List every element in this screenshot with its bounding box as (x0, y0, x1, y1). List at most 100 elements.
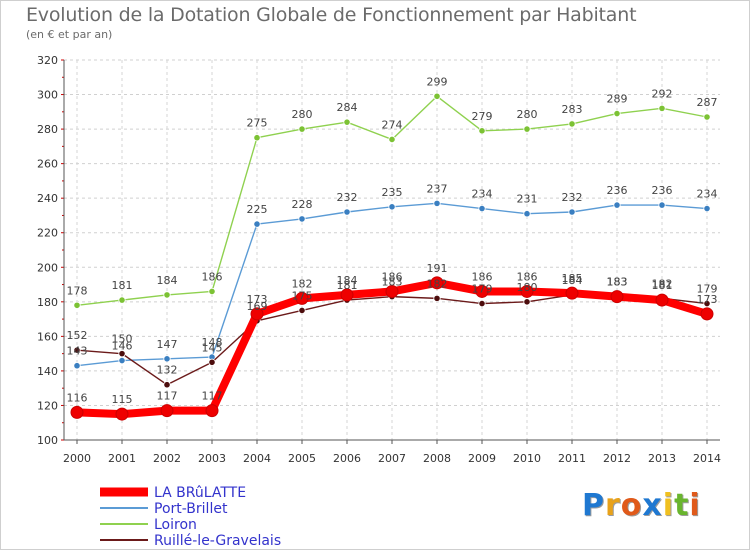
data-label: 280 (517, 108, 538, 121)
logo-letter: i (662, 488, 675, 523)
data-point (70, 405, 84, 419)
data-label: 287 (697, 96, 718, 109)
y-tick-label: 200 (37, 261, 58, 274)
data-label: 184 (562, 274, 583, 287)
data-label: 181 (337, 279, 358, 292)
data-point (658, 201, 666, 209)
x-tick-label: 2000 (63, 452, 91, 465)
data-point (565, 286, 579, 300)
data-point (163, 381, 171, 389)
data-label: 183 (607, 276, 628, 289)
data-point (523, 298, 531, 306)
data-point (703, 299, 711, 308)
data-point (295, 291, 309, 305)
data-label: 178 (67, 284, 88, 297)
logo-letter: P (582, 488, 605, 523)
data-label: 236 (607, 184, 628, 197)
data-point (523, 125, 531, 133)
y-tick-label: 280 (37, 123, 58, 136)
data-label: 117 (157, 390, 178, 403)
data-point (340, 288, 354, 302)
data-point (385, 284, 399, 298)
data-point (478, 127, 486, 135)
data-label: 186 (517, 270, 538, 283)
data-label: 169 (247, 300, 268, 313)
data-label: 284 (337, 101, 358, 114)
data-label: 145 (202, 341, 223, 354)
y-tick-label: 260 (37, 158, 58, 171)
data-label: 180 (517, 281, 538, 294)
data-label: 175 (292, 289, 313, 302)
legend-label: Ruillé-le-Gravelais (154, 533, 281, 549)
data-label: 179 (697, 283, 718, 296)
x-tick-label: 2013 (648, 452, 676, 465)
data-label: 279 (472, 110, 493, 123)
data-point (343, 208, 351, 216)
x-tick-label: 2009 (468, 452, 496, 465)
chart-title: Evolution de la Dotation Globale de Fonc… (26, 4, 637, 26)
legend: LA BRûLATTEPort-BrilletLoironRuillé-le-G… (100, 485, 281, 549)
x-tick-label: 2004 (243, 452, 271, 465)
data-point (208, 358, 216, 366)
data-point (160, 404, 174, 418)
data-label: 275 (247, 117, 268, 130)
data-point (475, 284, 489, 298)
data-point (433, 92, 441, 100)
data-label: 143 (67, 345, 88, 358)
y-tick-label: 140 (37, 365, 58, 378)
logo-letter: t (674, 488, 690, 523)
data-point (703, 204, 711, 213)
data-label: 186 (202, 270, 223, 283)
y-tick-label: 120 (37, 399, 58, 412)
chart-subtitle: (en € et par an) (26, 28, 113, 41)
data-label: 173 (697, 293, 718, 306)
data-point (208, 287, 216, 296)
data-label: 146 (112, 340, 133, 353)
data-point (700, 307, 714, 321)
legend-label: Loiron (154, 517, 197, 533)
data-label: 225 (247, 203, 268, 216)
x-tick-label: 2006 (333, 452, 361, 465)
data-label: 132 (157, 364, 178, 377)
data-label: 237 (427, 182, 448, 195)
data-label: 231 (517, 193, 538, 206)
data-point (73, 301, 81, 309)
data-point (118, 296, 126, 304)
data-label: 186 (382, 270, 403, 283)
data-label: 183 (607, 276, 628, 289)
legend-label: Port-Brillet (154, 501, 228, 517)
data-point (118, 356, 126, 365)
x-tick-label: 2005 (288, 452, 316, 465)
data-point (250, 307, 264, 321)
data-label: 152 (67, 329, 88, 342)
data-point (298, 125, 306, 133)
data-point (568, 120, 576, 128)
data-point (388, 203, 396, 211)
data-point (115, 407, 129, 421)
y-tick-label: 180 (37, 296, 58, 309)
data-point (658, 104, 666, 112)
data-label: 185 (562, 272, 583, 285)
data-label: 181 (112, 279, 133, 292)
data-label: 234 (472, 188, 493, 201)
data-point (430, 276, 444, 290)
y-tick-label: 320 (37, 54, 58, 67)
data-label: 232 (562, 191, 583, 204)
data-point (73, 362, 81, 370)
y-tick-label: 160 (37, 330, 58, 343)
data-label: 191 (427, 262, 448, 275)
data-point (610, 290, 624, 304)
data-point (520, 284, 534, 298)
x-tick-label: 2008 (423, 452, 451, 465)
data-point (433, 294, 441, 302)
data-label: 289 (607, 93, 628, 106)
data-point (118, 350, 126, 358)
data-label: 186 (472, 270, 493, 283)
data-point (298, 215, 306, 223)
data-label: 232 (337, 191, 358, 204)
data-label: 182 (652, 277, 673, 290)
data-label: 292 (652, 87, 673, 100)
